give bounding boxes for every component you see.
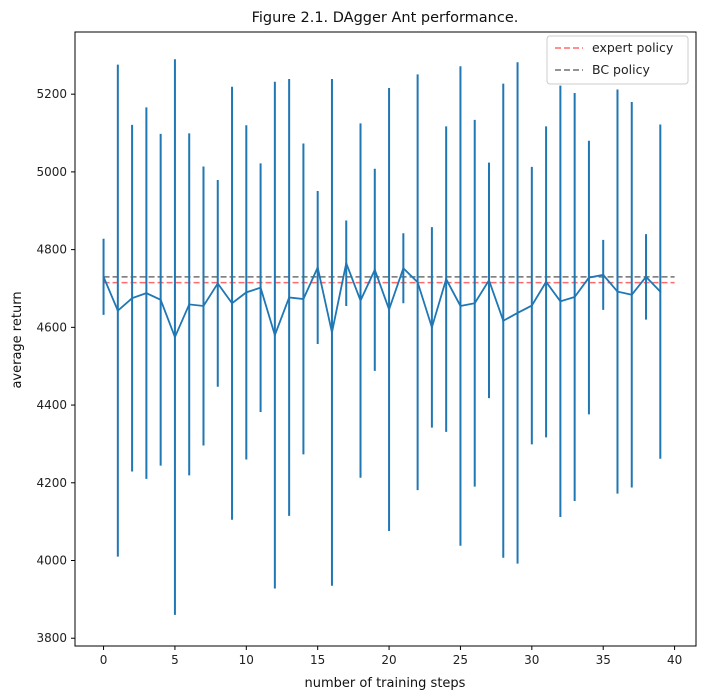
data-point — [316, 266, 319, 269]
data-point — [102, 275, 105, 278]
x-tick-label: 40 — [667, 653, 682, 667]
y-tick-label: 4800 — [36, 243, 67, 257]
y-tick-label: 4400 — [36, 398, 67, 412]
y-tick-label: 5000 — [36, 165, 67, 179]
data-point — [616, 290, 619, 293]
data-point — [302, 297, 305, 300]
data-point — [445, 278, 448, 281]
data-point — [330, 331, 333, 334]
average-return-line — [102, 260, 661, 340]
data-point — [259, 286, 262, 289]
legend-label-bc-policy: BC policy — [592, 62, 650, 77]
plot-area: 0 5 10 15 20 25 30 35 40 3800 4000 4200 4400 4600 4800… — [36, 31, 697, 667]
data-point — [516, 311, 519, 314]
x-tick-label: 30 — [524, 653, 539, 667]
x-tick-label: 15 — [310, 653, 325, 667]
x-tick-label: 5 — [171, 653, 179, 667]
data-point — [459, 304, 462, 307]
data-point — [573, 296, 576, 299]
x-tick-label: 10 — [239, 653, 254, 667]
data-point — [530, 304, 533, 307]
y-tick-label: 4000 — [36, 554, 67, 568]
y-axis-label: average return — [10, 291, 25, 388]
data-point — [159, 298, 162, 301]
data-point — [273, 334, 276, 337]
legend-label-expert-policy: expert policy — [592, 40, 674, 55]
data-point — [402, 267, 405, 270]
data-point — [173, 336, 176, 339]
data-point — [359, 299, 362, 302]
chart-title: Figure 2.1. DAgger Ant performance. — [252, 10, 519, 26]
y-tick-label: 4200 — [36, 476, 67, 490]
data-point — [587, 276, 590, 279]
data-point — [388, 308, 391, 311]
data-point — [231, 302, 234, 305]
x-tick-label: 20 — [381, 653, 396, 667]
y-tick-label: 4600 — [36, 320, 67, 334]
data-point — [559, 300, 562, 303]
data-point — [659, 290, 662, 293]
data-point — [416, 281, 419, 284]
data-point — [645, 275, 648, 278]
x-axis-label: number of training steps — [305, 676, 466, 691]
data-point — [202, 304, 205, 307]
data-point — [488, 279, 490, 282]
data-point — [145, 292, 148, 295]
data-point — [473, 302, 476, 305]
x-tick-label: 35 — [596, 653, 611, 667]
data-point — [502, 319, 505, 322]
data-point — [345, 262, 348, 265]
data-point — [216, 282, 219, 285]
y-tick-label: 5200 — [36, 87, 67, 101]
data-point — [545, 280, 548, 283]
data-point — [116, 309, 119, 312]
data-point — [373, 268, 376, 271]
data-point — [430, 326, 433, 329]
data-point — [245, 291, 248, 294]
data-point — [131, 297, 134, 300]
data-point — [630, 293, 633, 296]
legend: expert policy BC policy — [546, 35, 689, 85]
data-point — [188, 303, 191, 306]
axes-frame — [74, 31, 697, 647]
x-tick-label: 0 — [100, 653, 108, 667]
data-point — [602, 273, 605, 276]
x-tick-label: 25 — [453, 653, 468, 667]
data-point — [288, 296, 291, 299]
y-tick-label: 3800 — [36, 631, 67, 645]
